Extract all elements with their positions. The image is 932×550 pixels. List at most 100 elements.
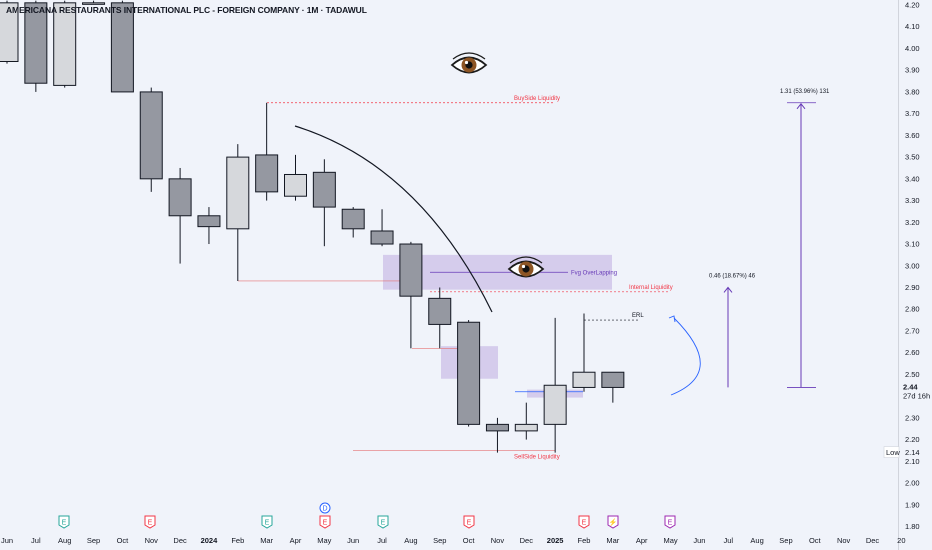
candle-body [543, 384, 567, 425]
y-tick-label: 2.70 [905, 326, 920, 335]
event-marker-label: D [322, 506, 327, 513]
countdown-value: 27d 16h [903, 391, 930, 400]
measure-big-label: 1.31 (53.96%) 131 [780, 89, 830, 95]
measure-small-arrowhead [723, 286, 733, 293]
dividend-marker-circle [319, 502, 331, 514]
eye-icon [450, 52, 488, 74]
candle-body [0, 2, 19, 62]
x-tick-label: Dec [173, 536, 187, 545]
measure-big-arrowhead [796, 102, 806, 110]
y-tick-label: 4.10 [905, 22, 920, 31]
candle-body [428, 297, 452, 325]
candle-body [197, 215, 221, 228]
candle [601, 371, 625, 403]
y-tick-label: 2.20 [905, 435, 920, 444]
y-tick-label: 2.50 [905, 370, 920, 379]
earnings-marker-shape [377, 515, 389, 529]
candle-body [601, 371, 625, 388]
y-tick-label: 2.60 [905, 348, 920, 357]
candle-body [399, 243, 423, 297]
y-tick-label: 3.40 [905, 174, 920, 183]
candle [168, 167, 192, 264]
event-markers[interactable]: E E E EDE E E ⚡ E [58, 502, 676, 529]
x-tick-label: Sep [779, 536, 792, 545]
candle-body [53, 2, 77, 86]
x-tick-label: Mar [260, 536, 273, 545]
x-tick-label: Oct [463, 536, 476, 545]
candle [82, 0, 106, 5]
event-marker: E [578, 515, 590, 529]
candle [572, 313, 596, 392]
y-tick-label: 2.80 [905, 305, 920, 314]
y-tick-label: 3.50 [905, 153, 920, 162]
earnings-marker-shape [607, 515, 619, 529]
candles-layer [0, 0, 625, 453]
candle [543, 317, 567, 453]
x-tick-label: Sep [433, 536, 446, 545]
candle [341, 207, 365, 238]
earnings-marker-shape [261, 515, 273, 529]
low-value: 2.14 [905, 448, 920, 457]
candle-body [226, 156, 250, 230]
candle [514, 402, 538, 440]
event-marker-label: E [582, 520, 587, 527]
y-tick-label: 4.20 [905, 1, 920, 10]
event-marker: E [463, 515, 475, 529]
candle [110, 0, 134, 93]
fvg-label: Fvg OverLapping [571, 270, 617, 276]
x-tick-label: Oct [117, 536, 130, 545]
eye-lash [509, 256, 543, 264]
event-marker-label: E [381, 520, 386, 527]
event-marker-label: ⚡ [609, 518, 618, 527]
candle [428, 287, 452, 349]
event-marker: ⚡ [607, 515, 619, 529]
candle-body [485, 423, 509, 432]
earnings-marker-shape [664, 515, 676, 529]
x-tick-label: Feb [578, 536, 591, 545]
x-tick-label: Dec [866, 536, 880, 545]
event-marker: E [58, 515, 70, 529]
sellside-liquidity-label: SellSide Liquidity [514, 454, 560, 460]
price-axis[interactable]: 4.20 4.10 4.00 3.90 3.80 3.70 3.60 3.50 3.40 3.30… [883, 1, 932, 532]
y-tick-label: 1.90 [905, 500, 920, 509]
candle [485, 417, 509, 453]
trend-arc [294, 125, 493, 313]
time-axis[interactable]: Jun Jul Aug Sep Oct Nov Dec 2024 Feb Mar Apr May Jun… [1, 536, 906, 545]
event-marker-label: E [148, 520, 153, 527]
eye-highlight [464, 60, 469, 65]
internal-liquidity-label: Internal Liquidity [629, 285, 673, 291]
event-marker: D [319, 502, 331, 514]
x-tick-label: 2024 [201, 536, 219, 545]
x-tick-label: Aug [58, 536, 71, 545]
event-marker-label: E [467, 520, 472, 527]
x-tick-label: 2025 [547, 536, 564, 545]
y-tick-label: 3.10 [905, 240, 920, 249]
event-marker-label: E [62, 520, 67, 527]
candle-body [24, 2, 48, 84]
candle [284, 154, 307, 201]
candle-body [312, 171, 336, 208]
levels-layer: BuySide Liquidity Internal Liquidity ERL Se… [238, 96, 673, 460]
projection-arc-head [668, 315, 676, 323]
event-marker: E [377, 515, 389, 529]
earnings-marker-shape [578, 515, 590, 529]
x-tick-label: Jul [31, 536, 41, 545]
x-tick-label: Jun [347, 536, 359, 545]
x-tick-label: Mar [606, 536, 619, 545]
candle [197, 207, 221, 245]
y-tick-label: 2.30 [905, 413, 920, 422]
x-tick-label: Jul [377, 536, 387, 545]
y-tick-label: 2.10 [905, 457, 920, 466]
x-tick-label: Jun [693, 536, 705, 545]
earnings-marker-shape [58, 515, 70, 529]
candle-body [110, 2, 134, 93]
erl-label: ERL [632, 313, 644, 319]
candle [255, 102, 279, 201]
y-tick-label: 3.90 [905, 66, 920, 75]
buyside-liquidity-label: BuySide Liquidity [514, 96, 560, 102]
last-price-value: 2.44 [903, 382, 918, 391]
candle-body [341, 208, 365, 230]
candle [53, 0, 77, 88]
